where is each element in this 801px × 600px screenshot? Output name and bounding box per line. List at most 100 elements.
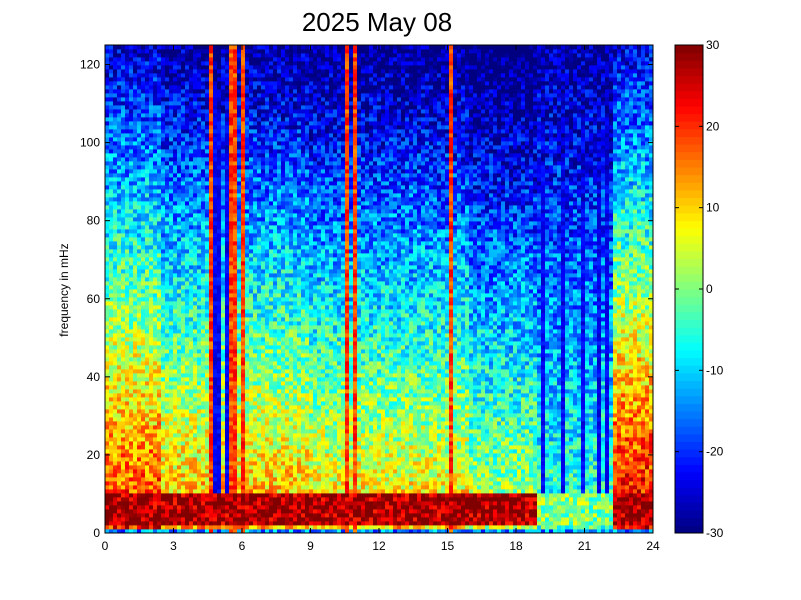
heatmap-cell [153, 133, 158, 138]
heatmap-cell [141, 401, 146, 406]
heatmap-cell [241, 253, 246, 258]
heatmap-cell [209, 233, 214, 238]
heatmap-cell [145, 169, 150, 174]
heatmap-cell [233, 77, 238, 82]
heatmap-cell [157, 393, 162, 398]
heatmap-cell [257, 525, 262, 530]
heatmap-cell [201, 429, 206, 434]
heatmap-cell [125, 525, 130, 530]
heatmap-cell [209, 397, 214, 402]
heatmap-cell [221, 149, 226, 154]
heatmap-cell [217, 121, 222, 126]
heatmap-cell [169, 393, 174, 398]
heatmap-cell [109, 425, 114, 430]
heatmap-cell [149, 73, 154, 78]
heatmap-cell [229, 253, 234, 258]
heatmap-cell [249, 481, 254, 486]
heatmap-cell [233, 517, 238, 522]
heatmap-cell [261, 281, 266, 286]
heatmap-cell [197, 185, 202, 190]
heatmap-cell [173, 473, 178, 478]
heatmap-cell [149, 245, 154, 250]
heatmap-cell [213, 405, 218, 410]
heatmap-cell [197, 257, 202, 262]
heatmap-cell [189, 57, 194, 62]
heatmap-cell [229, 269, 234, 274]
heatmap-cell [169, 117, 174, 122]
heatmap-cell [201, 245, 206, 250]
heatmap-cell [173, 97, 178, 102]
heatmap-cell [157, 301, 162, 306]
heatmap-cell [145, 389, 150, 394]
heatmap-cell [233, 201, 238, 206]
heatmap-cell [201, 73, 206, 78]
heatmap-cell [129, 109, 134, 114]
heatmap-cell [173, 497, 178, 502]
heatmap-cell [201, 209, 206, 214]
heatmap-cell [165, 285, 170, 290]
heatmap-cell [113, 501, 118, 506]
heatmap-cell [229, 453, 234, 458]
heatmap-cell [141, 49, 146, 54]
heatmap-cell [253, 269, 258, 274]
heatmap-cell [149, 401, 154, 406]
heatmap-cell [265, 329, 270, 334]
heatmap-cell [137, 105, 142, 110]
heatmap-cell [129, 389, 134, 394]
heatmap-cell [145, 113, 150, 118]
heatmap-cell [105, 169, 110, 174]
heatmap-cell [157, 381, 162, 386]
heatmap-cell [245, 341, 250, 346]
heatmap-cell [261, 365, 266, 370]
heatmap-cell [173, 205, 178, 210]
heatmap-cell [145, 245, 150, 250]
heatmap-cell [177, 413, 182, 418]
heatmap-cell [241, 177, 246, 182]
heatmap-cell [113, 393, 118, 398]
heatmap-cell [169, 217, 174, 222]
heatmap-cell [129, 461, 134, 466]
heatmap-cell [137, 261, 142, 266]
heatmap-cell [145, 201, 150, 206]
heatmap-cell [161, 509, 166, 514]
heatmap-cell [209, 77, 214, 82]
heatmap-cell [237, 85, 242, 90]
heatmap-cell [241, 357, 246, 362]
heatmap-cell [185, 357, 190, 362]
heatmap-cell [209, 153, 214, 158]
heatmap-cell [205, 289, 210, 294]
heatmap-cell [153, 521, 158, 526]
heatmap-cell [129, 177, 134, 182]
heatmap-cell [229, 233, 234, 238]
heatmap-cell [161, 469, 166, 474]
heatmap-cell [193, 381, 198, 386]
heatmap-cell [129, 73, 134, 78]
heatmap-cell [137, 57, 142, 62]
heatmap-cell [213, 365, 218, 370]
heatmap-cell [197, 57, 202, 62]
heatmap-cell [225, 129, 230, 134]
heatmap-cell [257, 257, 262, 262]
heatmap-cell [177, 321, 182, 326]
heatmap-cell [205, 349, 210, 354]
heatmap-cell [237, 289, 242, 294]
heatmap-cell [113, 321, 118, 326]
heatmap-cell [141, 97, 146, 102]
heatmap-cell [257, 73, 262, 78]
heatmap-cell [201, 313, 206, 318]
heatmap-cell [161, 301, 166, 306]
heatmap-cell [109, 341, 114, 346]
heatmap-cell [153, 425, 158, 430]
heatmap-cell [105, 425, 110, 430]
heatmap-cell [221, 101, 226, 106]
heatmap-cell [109, 117, 114, 122]
heatmap-cell [129, 81, 134, 86]
heatmap-cell [217, 325, 222, 330]
heatmap-cell [229, 81, 234, 86]
heatmap-cell [257, 345, 262, 350]
heatmap-cell [157, 461, 162, 466]
heatmap-cell [117, 285, 122, 290]
heatmap-cell [261, 93, 266, 98]
heatmap-cell [201, 181, 206, 186]
heatmap-cell [177, 261, 182, 266]
